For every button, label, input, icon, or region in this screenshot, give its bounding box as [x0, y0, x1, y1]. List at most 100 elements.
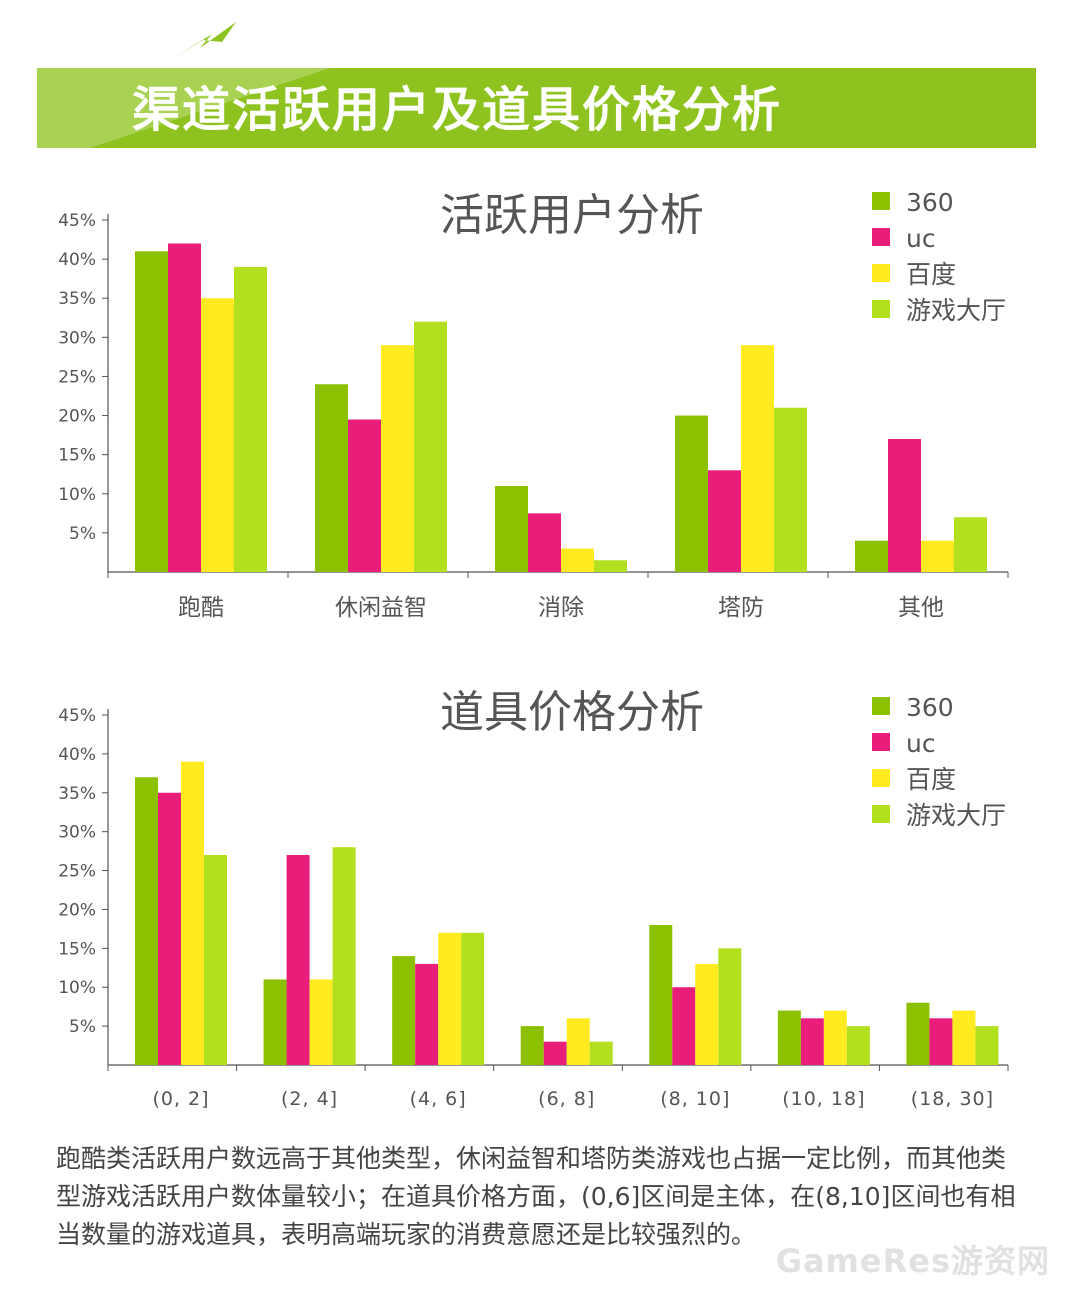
bar-360-(8, 10] — [649, 925, 673, 1065]
x-category-label: 消除 — [538, 595, 584, 621]
bar-360-塔防 — [675, 415, 708, 572]
x-category-label: (2, 4] — [281, 1088, 338, 1110]
y-tick-label: 30% — [58, 823, 96, 843]
bar-游戏大厅-跑酷 — [234, 266, 267, 572]
legend-label: 百度 — [906, 765, 956, 794]
active-users-chart: 活跃用户分析 5% 10% 15% 20% 25% 30% 35% 40% 45% 跑酷 休闲益智 消除… — [58, 188, 1009, 621]
y-tick-label: 40% — [58, 745, 96, 765]
bar-百度-(6, 8] — [566, 1018, 590, 1065]
bar-游戏大厅-(0, 2] — [204, 855, 227, 1065]
x-category-label: 休闲益智 — [335, 595, 427, 621]
y-tick-label: 25% — [58, 862, 96, 882]
bar-游戏大厅-(18, 30] — [975, 1026, 999, 1065]
bar-uc-(10, 18] — [800, 1018, 824, 1065]
banner-graphic — [37, 22, 1036, 148]
bar-百度-(8, 10] — [695, 963, 719, 1065]
bar-uc-(8, 10] — [672, 987, 696, 1065]
bar-360-(0, 2] — [135, 777, 158, 1065]
bar-360-(6, 8] — [520, 1026, 544, 1065]
item-price-chart: 道具价格分析 5% 10% 15% 20% 25% 30% 35% 40% 45% (0, 2] (2… — [58, 687, 1009, 1110]
legend-label: uc — [906, 729, 936, 758]
bar-百度-塔防 — [741, 345, 774, 572]
chart-title: 道具价格分析 — [440, 687, 704, 738]
bar-游戏大厅-(4, 6] — [461, 932, 485, 1065]
bar-百度-其他 — [921, 540, 954, 572]
bar-uc-其他 — [888, 439, 921, 572]
y-tick-label: 35% — [58, 784, 96, 804]
x-category-label: 塔防 — [718, 595, 764, 621]
bar-uc-(0, 2] — [158, 792, 181, 1065]
legend-label: 360 — [906, 693, 954, 722]
bar-百度-消除 — [561, 548, 594, 572]
bar-uc-休闲益智 — [348, 419, 381, 572]
bar-360-(18, 30] — [906, 1002, 930, 1065]
y-tick-label: 10% — [58, 978, 96, 998]
y-tick-label: 35% — [58, 289, 96, 309]
watermark: GameRes游资网 — [775, 1242, 1050, 1280]
banner-highlight — [37, 68, 330, 148]
bar-游戏大厅-塔防 — [774, 407, 807, 572]
page-title: 渠道活跃用户及道具价格分析 — [132, 82, 783, 138]
legend-label: 游戏大厅 — [906, 296, 1006, 325]
y-tick-label: 45% — [58, 211, 96, 231]
logo-arrow-icon — [172, 22, 236, 60]
y-tick-label: 15% — [58, 446, 96, 466]
x-category-label: (10, 18] — [782, 1088, 865, 1110]
legend-swatch — [872, 805, 890, 823]
y-tick-label: 25% — [58, 367, 96, 387]
x-category-label: 其他 — [898, 595, 944, 621]
x-category-label: (4, 6] — [410, 1088, 467, 1110]
legend-swatch — [872, 697, 890, 715]
x-category-label: 跑酷 — [178, 595, 224, 621]
bar-百度-(10, 18] — [823, 1010, 847, 1065]
bar-游戏大厅-(2, 4] — [332, 847, 356, 1065]
y-tick-label: 10% — [58, 485, 96, 505]
chart-title: 活跃用户分析 — [440, 190, 704, 241]
banner-bar — [37, 68, 1036, 148]
bar-百度-跑酷 — [201, 298, 234, 572]
bar-游戏大厅-消除 — [594, 560, 627, 572]
legend-label: 百度 — [906, 260, 956, 289]
legend-label: uc — [906, 224, 936, 253]
x-category-label: (8, 10] — [660, 1088, 730, 1110]
x-category-label: (6, 8] — [538, 1088, 595, 1110]
bar-uc-(2, 4] — [286, 855, 310, 1065]
bar-uc-(6, 8] — [543, 1041, 567, 1065]
legend-swatch — [872, 192, 890, 210]
title-banner: 渠道活跃用户及道具价格分析 — [0, 0, 1074, 160]
bar-百度-(18, 30] — [952, 1010, 976, 1065]
bar-360-其他 — [855, 540, 888, 572]
legend-swatch — [872, 228, 890, 246]
bar-游戏大厅-(8, 10] — [718, 948, 742, 1065]
bar-百度-(0, 2] — [181, 761, 204, 1065]
bar-360-消除 — [495, 485, 528, 572]
bar-360-(10, 18] — [777, 1010, 801, 1065]
bar-游戏大厅-其他 — [954, 517, 987, 572]
y-tick-label: 20% — [58, 407, 96, 427]
bar-游戏大厅-休闲益智 — [414, 321, 447, 572]
legend-swatch — [872, 769, 890, 787]
bar-uc-(18, 30] — [929, 1018, 953, 1065]
legend-label: 360 — [906, 188, 954, 217]
x-category-label: (0, 2] — [152, 1088, 209, 1110]
legend-swatch — [872, 300, 890, 318]
y-tick-label: 5% — [69, 524, 96, 544]
y-tick-label: 15% — [58, 939, 96, 959]
legend-swatch — [872, 264, 890, 282]
y-tick-label: 45% — [58, 706, 96, 726]
legend-swatch — [872, 733, 890, 751]
bar-百度-休闲益智 — [381, 345, 414, 572]
bar-游戏大厅-(10, 18] — [846, 1026, 870, 1065]
bar-uc-消除 — [528, 513, 561, 572]
y-tick-label: 40% — [58, 250, 96, 270]
y-tick-label: 5% — [69, 1017, 96, 1037]
bar-uc-(4, 6] — [415, 963, 439, 1065]
x-category-label: (18, 30] — [911, 1088, 994, 1110]
bar-uc-跑酷 — [168, 243, 201, 572]
legend-label: 游戏大厅 — [906, 801, 1006, 830]
bar-百度-(2, 4] — [309, 979, 333, 1065]
bar-百度-(4, 6] — [438, 932, 462, 1065]
bar-360-跑酷 — [135, 251, 168, 572]
summary-text: 跑酷类活跃用户数远高于其他类型，休闲益智和塔防类游戏也占据一定比例，而其他类型游… — [56, 1144, 1016, 1249]
bar-360-休闲益智 — [315, 384, 348, 572]
